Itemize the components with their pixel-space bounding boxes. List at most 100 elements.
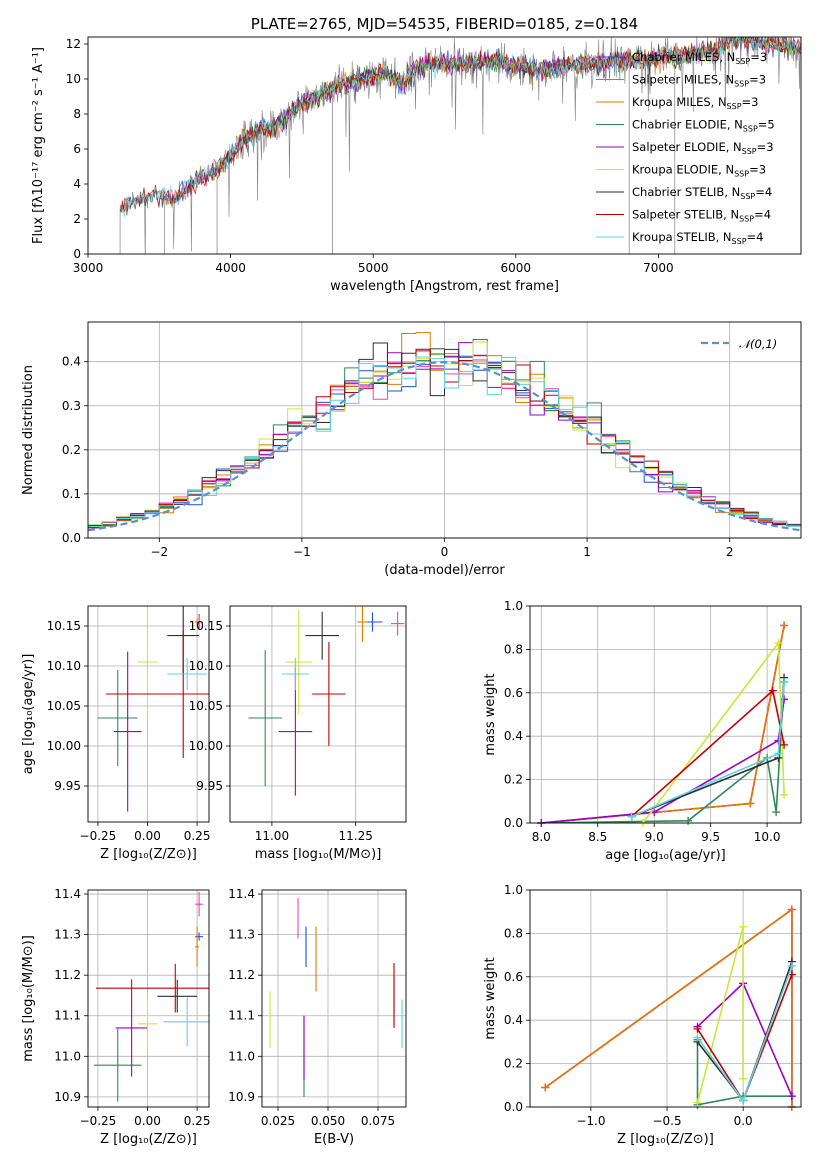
- axes-frame: [87, 321, 802, 539]
- weight-marker: [780, 695, 789, 704]
- chart-title: PLATE=2765, MJD=54535, FIBERID=0185, z=0…: [251, 15, 638, 33]
- y-tick-label: 0.0: [504, 816, 523, 830]
- y-tick-label: 0.2: [504, 1057, 523, 1071]
- y-tick-label: 10.9: [228, 1090, 255, 1104]
- x-tick-label: −1.0: [576, 1114, 605, 1128]
- model-spectrum-line: [119, 37, 801, 218]
- y-tick-label: 11.1: [54, 1009, 81, 1023]
- weight-marker: [787, 1092, 796, 1101]
- y-tick-label: 0.0: [504, 1100, 523, 1114]
- axes-frame: [229, 605, 407, 823]
- x-tick-label: 0.00: [134, 1114, 161, 1128]
- legend-label: Chabrier ELODIE, NSSP=5: [632, 118, 775, 134]
- weight-marker: [780, 621, 789, 630]
- x-axis-label: age [log₁₀(age/yr)]: [605, 848, 726, 863]
- x-tick-label: 4000: [215, 261, 246, 275]
- weight-marker: [693, 1024, 702, 1033]
- y-axis-label: Flux [fλ10⁻¹⁷ erg cm⁻² s⁻¹ A⁻¹]: [31, 47, 46, 244]
- y-tick-label: 9.95: [54, 779, 81, 793]
- weight-line: [696, 961, 793, 1103]
- legend-label: Salpeter STELIB, NSSP=4: [632, 208, 771, 224]
- x-tick-label: 0.025: [261, 1114, 295, 1128]
- y-tick-label: 10.00: [47, 739, 81, 753]
- weight-marker: [774, 749, 783, 758]
- y-tick-label: 10.10: [47, 659, 81, 673]
- y-tick-label: 11.3: [228, 928, 255, 942]
- y-tick-label: 11.3: [54, 928, 81, 942]
- x-tick-label: 11.25: [339, 829, 373, 843]
- axes-frame: [87, 889, 210, 1108]
- weight-vs-Z-panel: −1.0 −0.5 0.0 0.0 0.2 0.4 0.6 0.8 1.0 Z [log₁₀(Z/…: [483, 883, 802, 1147]
- x-tick-label: 3000: [73, 261, 104, 275]
- weight-marker: [739, 1096, 748, 1105]
- x-axis-label: wavelength [Angstrom, rest frame]: [330, 279, 559, 294]
- weight-line: [544, 907, 793, 1107]
- x-tick-label: 0.050: [311, 1114, 345, 1128]
- y-tick-label: 11.4: [228, 887, 255, 901]
- y-tick-label: 0.8: [504, 926, 523, 940]
- weight-line: [541, 625, 785, 823]
- x-axis-label: Z [log₁₀(Z/Z⊙)]: [100, 847, 197, 862]
- y-tick-label: 0.8: [504, 642, 523, 656]
- y-tick-label: 1.0: [504, 883, 523, 897]
- legend-label: Kroupa STELIB, NSSP=4: [632, 230, 763, 246]
- x-tick-label: 0.0: [734, 1114, 753, 1128]
- legend-label: Chabrier MILES, NSSP=3: [632, 50, 767, 66]
- x-tick-label: 8.0: [532, 830, 551, 844]
- axes-frame: [87, 605, 210, 823]
- y-tick-label: 10: [66, 72, 81, 86]
- y-tick-label: 11.0: [228, 1049, 255, 1063]
- x-axis-label: Z [log₁₀(Z/Z⊙)]: [617, 1132, 714, 1147]
- weight-marker: [780, 790, 789, 799]
- y-tick-label: 0.4: [504, 729, 523, 743]
- residuals-panel: −2 −1 0 1 2 0.0 0.1 0.2 0.3 0.4 (data-model)/error…: [21, 321, 802, 578]
- y-tick-label: 0.0: [62, 531, 81, 545]
- weight-marker: [780, 740, 789, 749]
- y-tick-label: 0.4: [62, 355, 81, 369]
- axes-frame: [261, 889, 407, 1108]
- y-tick-label: 11.2: [228, 968, 255, 982]
- weight-marker: [627, 812, 636, 821]
- y-tick-label: 0.3: [62, 399, 81, 413]
- x-tick-label: 0: [441, 545, 449, 559]
- y-axis-label: Normed distribution: [21, 365, 36, 495]
- mass-vs-Z-panel: −0.25 0.00 0.25 10.9 11.0 11.1 11.2 11.3 11.4 Z […: [21, 887, 211, 1147]
- x-tick-label: 7000: [643, 261, 674, 275]
- legend-label: Salpeter ELODIE, NSSP=3: [632, 140, 774, 156]
- weight-marker: [787, 905, 796, 914]
- weight-line: [541, 625, 785, 823]
- weight-line: [541, 625, 785, 823]
- weight-marker: [774, 736, 783, 745]
- x-tick-label: 0.25: [184, 1114, 211, 1128]
- x-tick-label: 0.25: [184, 829, 211, 843]
- y-tick-label: 0.6: [504, 686, 523, 700]
- weight-marker: [787, 961, 796, 970]
- y-tick-label: 0.6: [504, 970, 523, 984]
- weight-marker: [684, 816, 693, 825]
- weight-marker: [693, 1033, 702, 1042]
- legend-label: Salpeter MILES, NSSP=3: [632, 73, 766, 89]
- weight-line: [696, 974, 793, 1103]
- y-tick-label: 9.95: [196, 779, 223, 793]
- weight-marker: [693, 1098, 702, 1107]
- y-tick-label: 10.10: [189, 659, 223, 673]
- weight-line: [696, 1039, 792, 1106]
- legend-label: Kroupa MILES, NSSP=3: [632, 95, 758, 111]
- x-tick-label: 11.00: [255, 829, 289, 843]
- axes-frame: [529, 605, 802, 824]
- x-tick-label: 2: [726, 545, 734, 559]
- mass-vs-ebv-panel: 0.025 0.050 0.075 10.9 11.0 11.1 11.2 11.3 11.4 E…: [228, 887, 407, 1147]
- weight-vs-age-panel: 8.0 8.5 9.0 9.5 10.0 0.0 0.2 0.4 0.6 0.8 1.0 age [l…: [483, 599, 802, 863]
- y-tick-label: 1.0: [504, 599, 523, 613]
- weight-marker: [780, 677, 789, 686]
- x-tick-label: 9.5: [701, 830, 720, 844]
- x-tick-label: 0.075: [361, 1114, 395, 1128]
- y-tick-label: 0.2: [504, 773, 523, 787]
- legend-label: Kroupa ELODIE, NSSP=3: [632, 163, 766, 179]
- y-tick-label: 0.4: [504, 1013, 523, 1027]
- y-tick-label: 11.4: [54, 887, 81, 901]
- x-tick-label: 8.5: [588, 830, 607, 844]
- y-axis-label: mass [log₁₀(M/M⊙)]: [21, 935, 36, 1062]
- weight-line: [544, 907, 793, 1107]
- y-tick-label: 0.2: [62, 443, 81, 457]
